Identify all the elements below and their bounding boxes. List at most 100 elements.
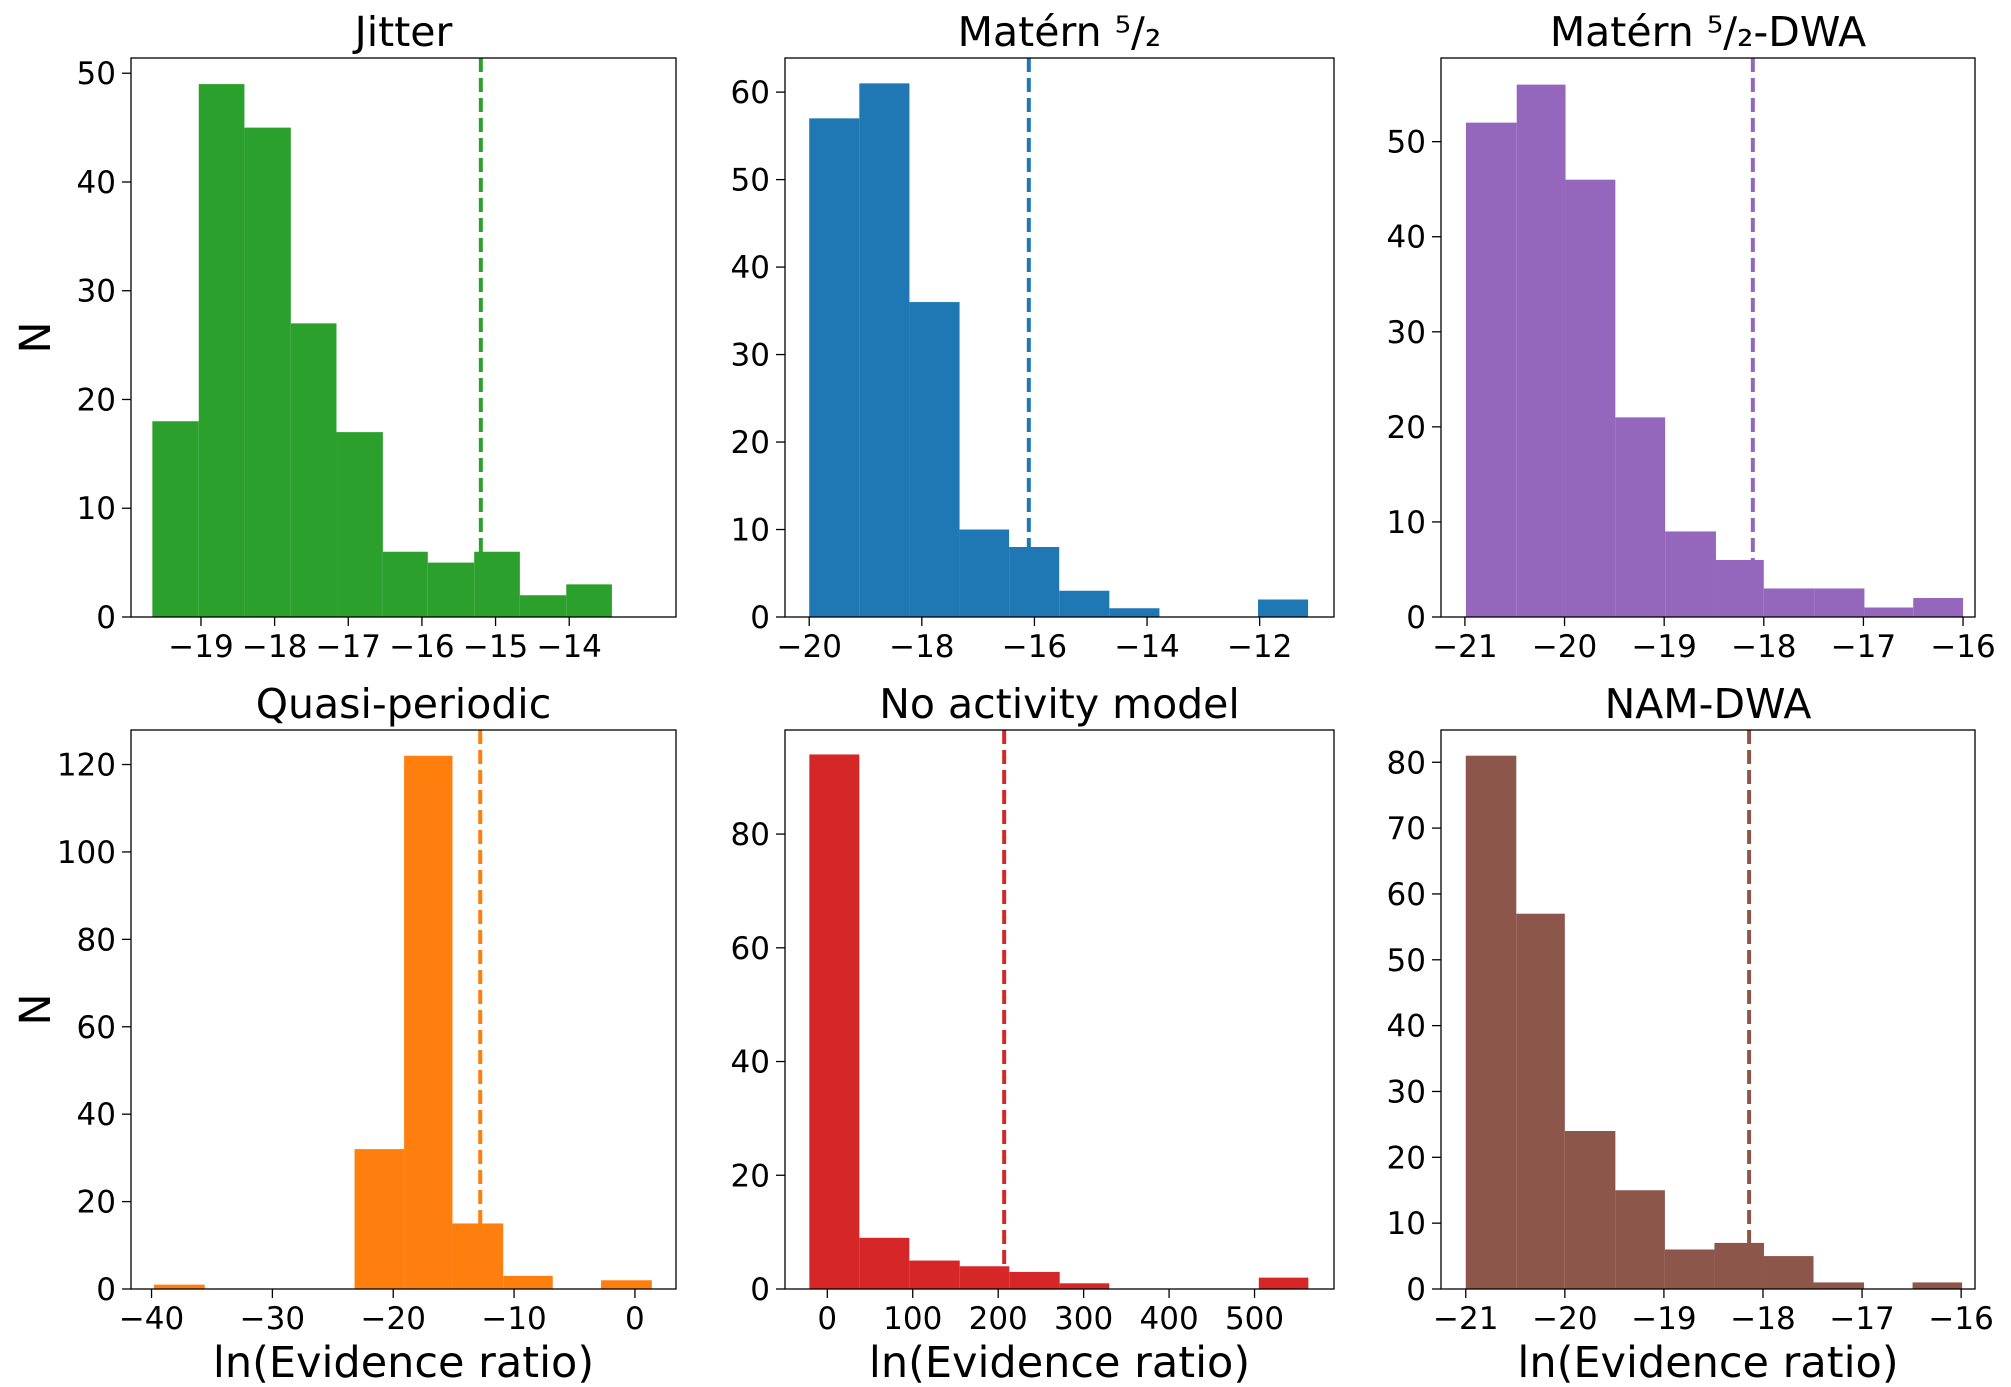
bar [452, 1223, 504, 1289]
panel-title: Quasi-periodic [256, 680, 551, 728]
x-tick-label: −40 [119, 1301, 184, 1337]
y-tick-label: 0 [1406, 600, 1426, 636]
y-tick-label: 50 [731, 163, 770, 199]
bar [909, 1260, 960, 1289]
x-tick-label: −17 [1829, 1301, 1894, 1337]
x-tick-label: 200 [969, 1301, 1028, 1337]
x-tick-label: −19 [1631, 1301, 1696, 1337]
y-tick-label: 60 [1387, 877, 1426, 913]
x-tick-label: −14 [536, 629, 601, 665]
bar [859, 83, 910, 617]
y-tick-label: 120 [57, 748, 116, 784]
y-tick-label: 40 [1387, 1009, 1426, 1045]
y-tick-label: 30 [731, 338, 770, 374]
x-tick-label: 0 [817, 1301, 837, 1337]
y-tick-label: 60 [731, 931, 770, 967]
bar [1615, 1190, 1665, 1289]
bar [1258, 1277, 1309, 1289]
panel-title: Matérn ⁵/₂-DWA [1550, 8, 1866, 56]
y-tick-label: 20 [1387, 1140, 1426, 1176]
bar [1864, 607, 1914, 617]
x-tick-label: −17 [316, 629, 381, 665]
bar [566, 584, 612, 617]
y-tick-label: 20 [77, 382, 116, 418]
y-tick-label: 20 [1387, 410, 1426, 446]
axes-frame [130, 729, 677, 1290]
axes-frame [1440, 57, 1976, 618]
bar [1009, 1271, 1060, 1289]
bar [601, 1280, 652, 1289]
bar [336, 432, 383, 617]
bar [519, 595, 567, 617]
y-tick-label: 40 [731, 250, 770, 286]
bar [1465, 122, 1517, 618]
bar [959, 529, 1010, 617]
bar [152, 421, 199, 617]
x-tick-label: −17 [1831, 629, 1896, 665]
bar [1059, 1283, 1110, 1289]
y-tick-label: 100 [57, 835, 116, 871]
x-axis-label: ln(Evidence ratio) [1517, 1338, 1898, 1387]
bar [859, 1237, 910, 1289]
x-axis-label: ln(Evidence ratio) [869, 1338, 1250, 1387]
bar [1814, 588, 1865, 617]
axes-frame [784, 729, 1335, 1290]
x-axis-label: ln(Evidence ratio) [213, 1338, 594, 1387]
y-tick-label: 30 [1387, 315, 1426, 351]
bar [198, 84, 245, 617]
y-tick-label: 40 [731, 1045, 770, 1081]
bar [1763, 1256, 1814, 1289]
bar [290, 323, 337, 617]
bar [427, 562, 475, 617]
y-tick-label: 60 [731, 75, 770, 111]
x-tick-label: −19 [1631, 629, 1696, 665]
y-tick-label: 30 [1387, 1074, 1426, 1110]
panel-title: Matérn ⁵/₂ [958, 8, 1162, 56]
x-tick-label: −18 [889, 629, 954, 665]
x-tick-label: −18 [242, 629, 307, 665]
panel-title: Jitter [352, 8, 453, 56]
bar [1912, 1282, 1963, 1289]
y-tick-label: 20 [731, 425, 770, 461]
bar [1665, 531, 1716, 617]
x-tick-label: −16 [389, 629, 454, 665]
x-tick-label: 100 [883, 1301, 942, 1337]
bar [382, 551, 428, 617]
x-tick-label: −15 [463, 629, 528, 665]
bar [909, 302, 960, 617]
y-tick-label: 0 [96, 1272, 116, 1308]
x-tick-label: −20 [777, 629, 842, 665]
bar [959, 1266, 1010, 1289]
bar [1565, 179, 1616, 617]
axes-frame [784, 57, 1335, 618]
y-tick-label: 80 [77, 922, 116, 958]
axes-frame [130, 57, 677, 618]
bar [404, 755, 453, 1289]
y-tick-label: 50 [1387, 125, 1426, 161]
x-tick-label: 500 [1225, 1301, 1284, 1337]
bar [1813, 1282, 1865, 1289]
y-tick-label: 80 [731, 817, 770, 853]
x-tick-label: 300 [1054, 1301, 1113, 1337]
x-tick-label: −12 [1227, 629, 1292, 665]
bar [1715, 559, 1764, 617]
y-tick-label: 70 [1387, 811, 1426, 847]
x-tick-label: −20 [1532, 629, 1597, 665]
x-tick-label: −18 [1731, 629, 1796, 665]
y-axis-label: N [11, 321, 61, 353]
y-axis-label: N [11, 993, 61, 1025]
x-tick-label: −30 [240, 1301, 305, 1337]
x-tick-label: 400 [1140, 1301, 1199, 1337]
y-tick-label: 60 [77, 1010, 116, 1046]
bar [1516, 84, 1566, 618]
bar [354, 1149, 405, 1289]
y-tick-label: 20 [77, 1185, 116, 1221]
bar [1516, 913, 1565, 1289]
bar [1009, 547, 1060, 617]
y-tick-label: 0 [96, 600, 116, 636]
y-tick-label: 30 [77, 274, 116, 310]
x-tick-label: −14 [1114, 629, 1179, 665]
x-tick-label: −16 [1002, 629, 1067, 665]
x-tick-label: −10 [481, 1301, 546, 1337]
x-tick-label: 0 [625, 1301, 645, 1337]
